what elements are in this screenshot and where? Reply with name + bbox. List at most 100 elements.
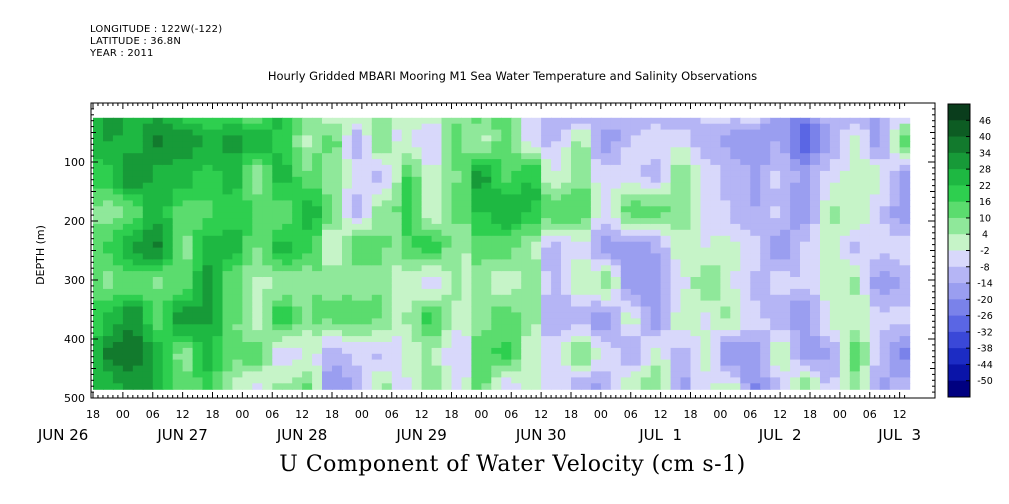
heatmap-cell: [849, 170, 861, 178]
heatmap-cell: [122, 229, 134, 237]
heatmap-cell: [590, 247, 602, 255]
y-tick-label: 200: [64, 215, 85, 228]
heatmap-cell: [411, 141, 423, 148]
heatmap-cell: [690, 359, 702, 367]
heatmap-cell: [790, 218, 801, 225]
heatmap-cell: [551, 271, 562, 278]
heatmap-cell: [312, 259, 323, 266]
heatmap-cell: [421, 377, 433, 384]
heatmap-cell: [351, 271, 363, 278]
heatmap-cell: [561, 336, 572, 343]
heatmap-cell: [810, 200, 821, 207]
heatmap-cell: [790, 383, 801, 390]
heatmap-cell: [829, 271, 841, 278]
heatmap-cell: [451, 188, 463, 196]
heatmap-cell: [192, 117, 204, 125]
heatmap-cell: [660, 223, 672, 231]
heatmap-cell: [849, 253, 861, 260]
heatmap-cell: [810, 194, 821, 201]
heatmap-cell: [202, 135, 214, 142]
heatmap-cell: [859, 212, 871, 219]
heatmap-cell: [780, 336, 791, 343]
heatmap-cell: [571, 123, 582, 131]
x-hour-label: 12: [415, 408, 429, 421]
heatmap-cell: [730, 353, 741, 361]
heatmap-cell: [481, 312, 492, 319]
heatmap-cell: [192, 324, 204, 331]
heatmap-cell: [590, 147, 602, 154]
heatmap-cell: [810, 218, 821, 225]
heatmap-cell: [391, 135, 403, 142]
heatmap-cell: [172, 271, 184, 278]
heatmap-cell: [800, 294, 811, 302]
heatmap-cell: [471, 353, 482, 361]
heatmap-cell: [820, 194, 831, 201]
heatmap-cell: [322, 206, 333, 213]
heatmap-cell: [650, 277, 662, 284]
heatmap-cell: [262, 159, 273, 166]
heatmap-cell: [262, 117, 273, 125]
heatmap-cell: [820, 117, 831, 125]
heatmap-cell: [182, 235, 194, 243]
heatmap-cell: [491, 282, 502, 290]
heatmap-cell: [122, 312, 134, 319]
heatmap-cell: [332, 129, 343, 137]
heatmap-cell: [590, 318, 602, 325]
heatmap-cell: [202, 359, 214, 367]
heatmap-cell: [790, 182, 801, 190]
heatmap-cell: [122, 371, 134, 378]
heatmap-cell: [869, 277, 881, 284]
heatmap-cell: [640, 241, 652, 249]
heatmap-cell: [242, 300, 253, 308]
colorbar-label: -44: [977, 360, 993, 371]
heatmap-cell: [680, 371, 692, 378]
heatmap-cell: [212, 277, 224, 284]
heatmap-cell: [511, 153, 522, 160]
heatmap-cell: [142, 324, 154, 331]
heatmap-cell: [162, 218, 174, 225]
heatmap-cell: [541, 277, 552, 284]
heatmap-cell: [272, 117, 283, 125]
heatmap-cell: [889, 347, 901, 355]
heatmap-cell: [152, 265, 164, 272]
heatmap-cell: [232, 188, 243, 196]
heatmap-cell: [571, 170, 582, 178]
heatmap-cell: [690, 353, 702, 361]
heatmap-cell: [849, 271, 861, 278]
heatmap-cell: [770, 271, 781, 278]
heatmap-cell: [411, 347, 423, 355]
heatmap-cell: [630, 253, 642, 260]
heatmap-cell: [481, 318, 492, 325]
heatmap-cell: [103, 265, 114, 272]
heatmap-cell: [381, 300, 393, 308]
heatmap-cell: [252, 359, 263, 367]
heatmap-cell: [351, 147, 363, 154]
heatmap-cell: [780, 318, 791, 325]
heatmap-cell: [561, 147, 572, 154]
heatmap-cell: [252, 265, 263, 272]
heatmap-cell: [361, 247, 373, 255]
heatmap-cell: [431, 271, 443, 278]
heatmap-cell: [670, 241, 682, 249]
heatmap-cell: [710, 164, 721, 172]
heatmap-cell: [182, 218, 194, 225]
heatmap-cell: [132, 247, 144, 255]
heatmap-cell: [710, 206, 721, 213]
heatmap-cell: [222, 212, 234, 219]
heatmap-cell: [690, 129, 702, 137]
heatmap-cell: [312, 212, 323, 219]
heatmap-cell: [630, 235, 642, 243]
heatmap-cell: [610, 235, 622, 243]
heatmap-cell: [740, 212, 751, 219]
heatmap-cell: [551, 342, 562, 349]
heatmap-cell: [660, 271, 672, 278]
heatmap-cell: [302, 277, 313, 284]
heatmap-cell: [829, 229, 841, 237]
heatmap-cell: [899, 300, 911, 308]
heatmap-cell: [142, 188, 154, 196]
heatmap-cell: [252, 365, 263, 373]
heatmap-cell: [750, 377, 761, 384]
heatmap-cell: [521, 294, 532, 302]
heatmap-cell: [541, 247, 552, 255]
heatmap-cell: [381, 318, 393, 325]
